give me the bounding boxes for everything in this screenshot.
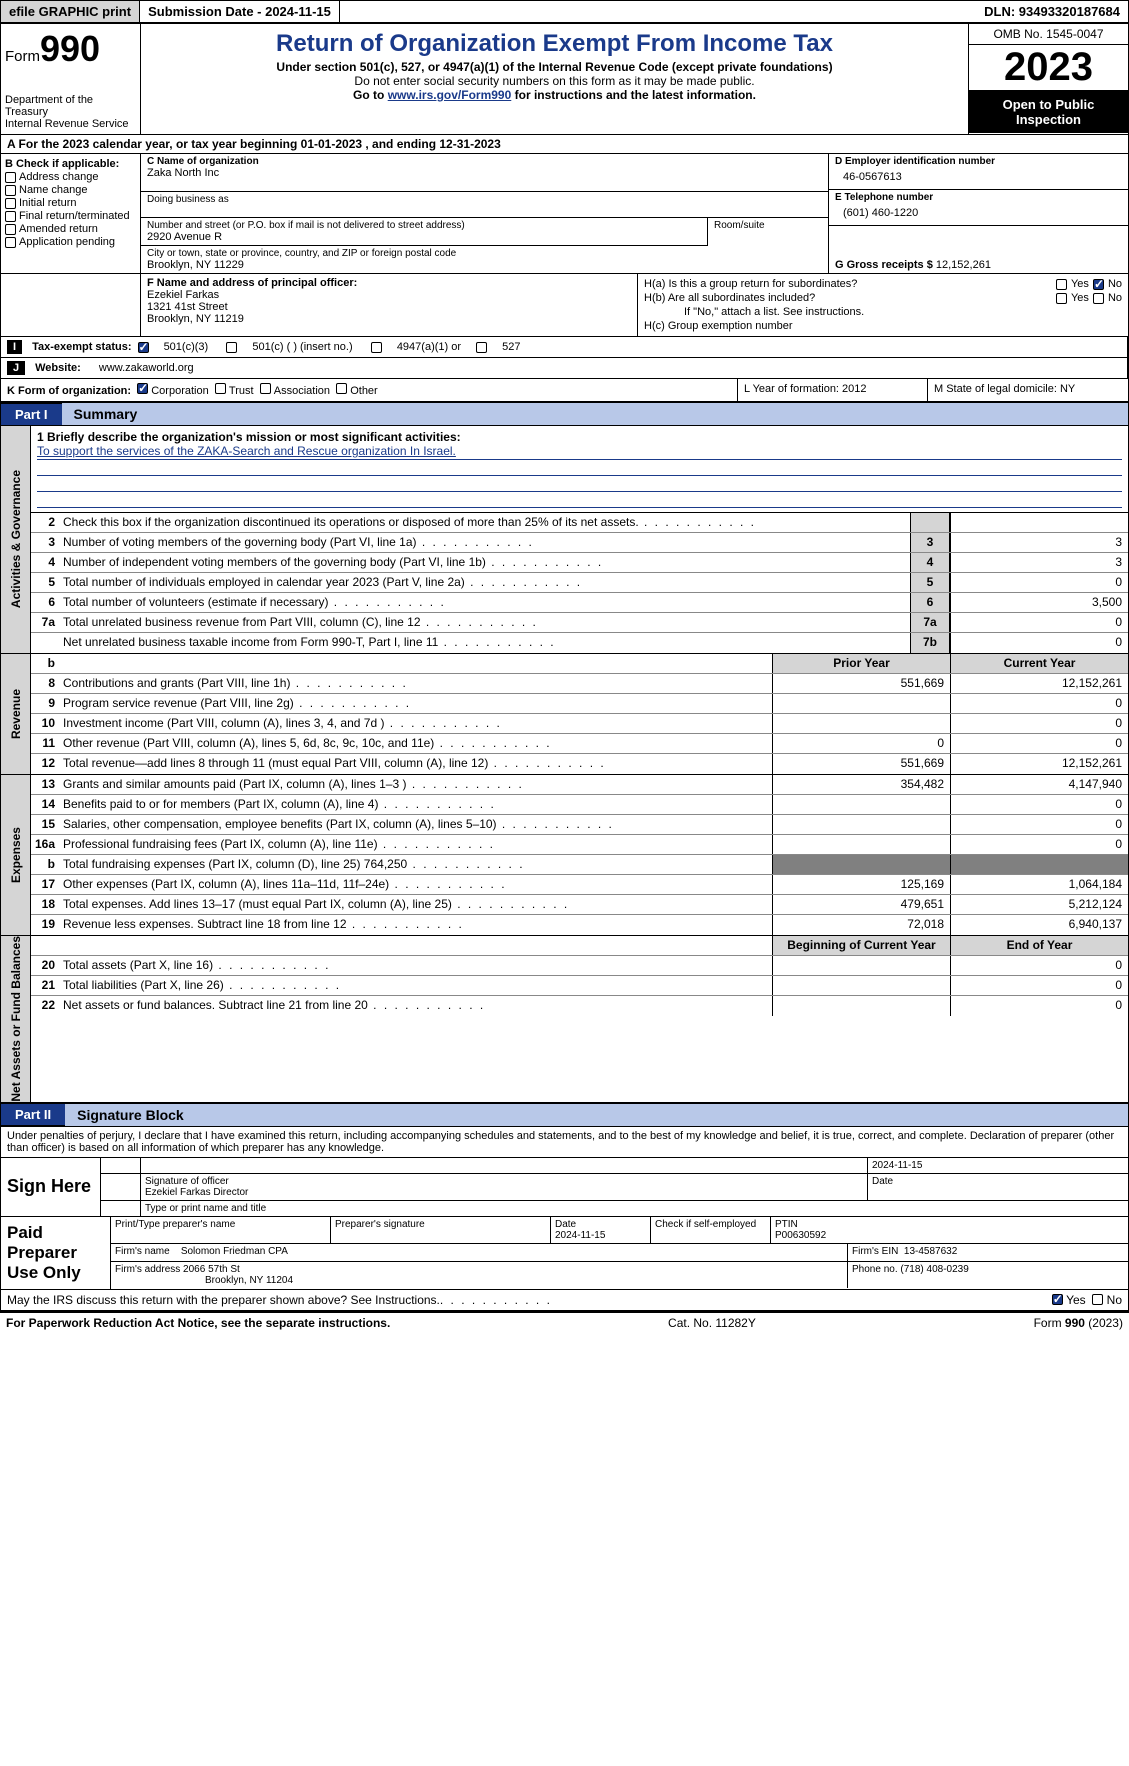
section-b: B Check if applicable: Address change Na… [1,154,141,273]
table-row: 14Benefits paid to or for members (Part … [31,795,1128,815]
section-ij: ITax-exempt status: 501(c)(3) 501(c) ( )… [0,337,1129,379]
tax-year: 2023 [969,45,1128,91]
part-1-header: Part I Summary [0,402,1129,426]
check-527[interactable] [476,342,487,353]
part-2-header: Part II Signature Block [0,1103,1129,1127]
dept-irs: Internal Revenue Service [5,118,136,130]
dln: DLN: 93493320187684 [976,1,1128,22]
section-fh: F Name and address of principal officer:… [0,274,1129,337]
check-assoc[interactable] [260,383,271,394]
section-deg: D Employer identification number 46-0567… [828,154,1128,273]
ein: 46-0567613 [835,167,1122,187]
submission-date: Submission Date - 2024-11-15 [140,1,340,22]
officer-addr1: 1321 41st Street [147,301,631,313]
table-row: 20Total assets (Part X, line 16)0 [31,956,1128,976]
gross-receipts: 12,152,261 [936,259,991,271]
catalog-number: Cat. No. 11282Y [668,1316,756,1330]
section-klm: K Form of organization: Corporation Trus… [0,379,1129,402]
check-other[interactable] [336,383,347,394]
check-application-pending[interactable] [5,237,16,248]
table-row: 6Total number of volunteers (estimate if… [31,593,1128,613]
table-row: 18Total expenses. Add lines 13–17 (must … [31,895,1128,915]
subtitle-3: Go to www.irs.gov/Form990 for instructio… [149,88,960,102]
table-row: 3Number of voting members of the governi… [31,533,1128,553]
dept-treasury: Department of the Treasury [5,94,136,118]
table-row: 5Total number of individuals employed in… [31,573,1128,593]
omb-number: OMB No. 1545-0047 [969,24,1128,45]
telephone: (601) 460-1220 [835,203,1122,223]
street-address: 2920 Avenue R [147,231,701,243]
table-row: 22Net assets or fund balances. Subtract … [31,996,1128,1016]
row-a-tax-year: A For the 2023 calendar year, or tax yea… [0,135,1129,154]
officer-name: Ezekiel Farkas [147,289,631,301]
table-row: 21Total liabilities (Part X, line 26)0 [31,976,1128,996]
table-row: 2Check this box if the organization disc… [31,513,1128,533]
check-ha-yes[interactable] [1056,279,1067,290]
section-bcd: B Check if applicable: Address change Na… [0,154,1129,274]
check-amended-return[interactable] [5,224,16,235]
check-name-change[interactable] [5,185,16,196]
firm-addr2: Brooklyn, NY 11204 [115,1275,293,1286]
form-number: Form990 [5,28,136,70]
check-discuss-no[interactable] [1092,1294,1103,1305]
form-header: Form990 Department of the Treasury Inter… [0,24,1129,135]
table-row: 15Salaries, other compensation, employee… [31,815,1128,835]
check-501c[interactable] [226,342,237,353]
firm-ein: 13-4587632 [904,1246,957,1257]
check-address-change[interactable] [5,172,16,183]
state-domicile: M State of legal domicile: NY [928,379,1128,401]
officer-addr2: Brooklyn, NY 11219 [147,313,631,325]
form-title: Return of Organization Exempt From Incom… [149,30,960,58]
table-row: 9Program service revenue (Part VIII, lin… [31,694,1128,714]
subtitle-2: Do not enter social security numbers on … [149,74,960,88]
paid-preparer-block: Paid Preparer Use Only Print/Type prepar… [0,1217,1129,1290]
firm-phone: (718) 408-0239 [900,1264,968,1275]
table-row: 4Number of independent voting members of… [31,553,1128,573]
check-final-return[interactable] [5,211,16,222]
efile-button[interactable]: efile GRAPHIC print [1,1,140,22]
year-formation: L Year of formation: 2012 [738,379,928,401]
revenue-section: Revenue b Prior Year Current Year 8Contr… [0,654,1129,775]
firm-addr1: 2066 57th St [183,1264,240,1275]
check-501c3[interactable] [138,342,149,353]
table-row: 13Grants and similar amounts paid (Part … [31,775,1128,795]
org-name: Zaka North Inc [147,167,822,179]
penalty-statement: Under penalties of perjury, I declare th… [0,1127,1129,1158]
city-state-zip: Brooklyn, NY 11229 [147,259,822,271]
discuss-row: May the IRS discuss this return with the… [0,1290,1129,1311]
table-row: 16aProfessional fundraising fees (Part I… [31,835,1128,855]
website-value: www.zakaworld.org [99,362,194,374]
check-initial-return[interactable] [5,198,16,209]
check-hb-no[interactable] [1093,293,1104,304]
irs-link[interactable]: www.irs.gov/Form990 [388,88,512,102]
top-bar: efile GRAPHIC print Submission Date - 20… [0,0,1129,24]
check-4947[interactable] [371,342,382,353]
net-assets-section: Net Assets or Fund Balances Beginning of… [0,936,1129,1103]
table-row: 10Investment income (Part VIII, column (… [31,714,1128,734]
table-row: 7aTotal unrelated business revenue from … [31,613,1128,633]
table-row: Net unrelated business taxable income fr… [31,633,1128,653]
ptin: P00630592 [775,1230,826,1241]
check-corp[interactable] [137,383,148,394]
firm-name: Solomon Friedman CPA [181,1246,288,1257]
check-hb-yes[interactable] [1056,293,1067,304]
check-discuss-yes[interactable] [1052,1294,1063,1305]
open-inspection: Open to Public Inspection [969,91,1128,133]
table-row: bTotal fundraising expenses (Part IX, co… [31,855,1128,875]
expenses-section: Expenses 13Grants and similar amounts pa… [0,775,1129,936]
footer: For Paperwork Reduction Act Notice, see … [0,1311,1129,1333]
table-row: 19Revenue less expenses. Subtract line 1… [31,915,1128,935]
officer-signature-name: Ezekiel Farkas Director [145,1187,863,1198]
table-row: 8Contributions and grants (Part VIII, li… [31,674,1128,694]
sign-here-block: Sign Here 2024-11-15 Signature of office… [0,1158,1129,1217]
check-trust[interactable] [215,383,226,394]
check-ha-no[interactable] [1093,279,1104,290]
table-row: 11Other revenue (Part VIII, column (A), … [31,734,1128,754]
subtitle-1: Under section 501(c), 527, or 4947(a)(1)… [149,60,960,74]
mission-text: To support the services of the ZAKA-Sear… [37,444,1122,460]
section-c: C Name of organization Zaka North Inc Do… [141,154,828,273]
activities-governance-section: Activities & Governance 1 Briefly descri… [0,426,1129,654]
table-row: 12Total revenue—add lines 8 through 11 (… [31,754,1128,774]
table-row: 17Other expenses (Part IX, column (A), l… [31,875,1128,895]
